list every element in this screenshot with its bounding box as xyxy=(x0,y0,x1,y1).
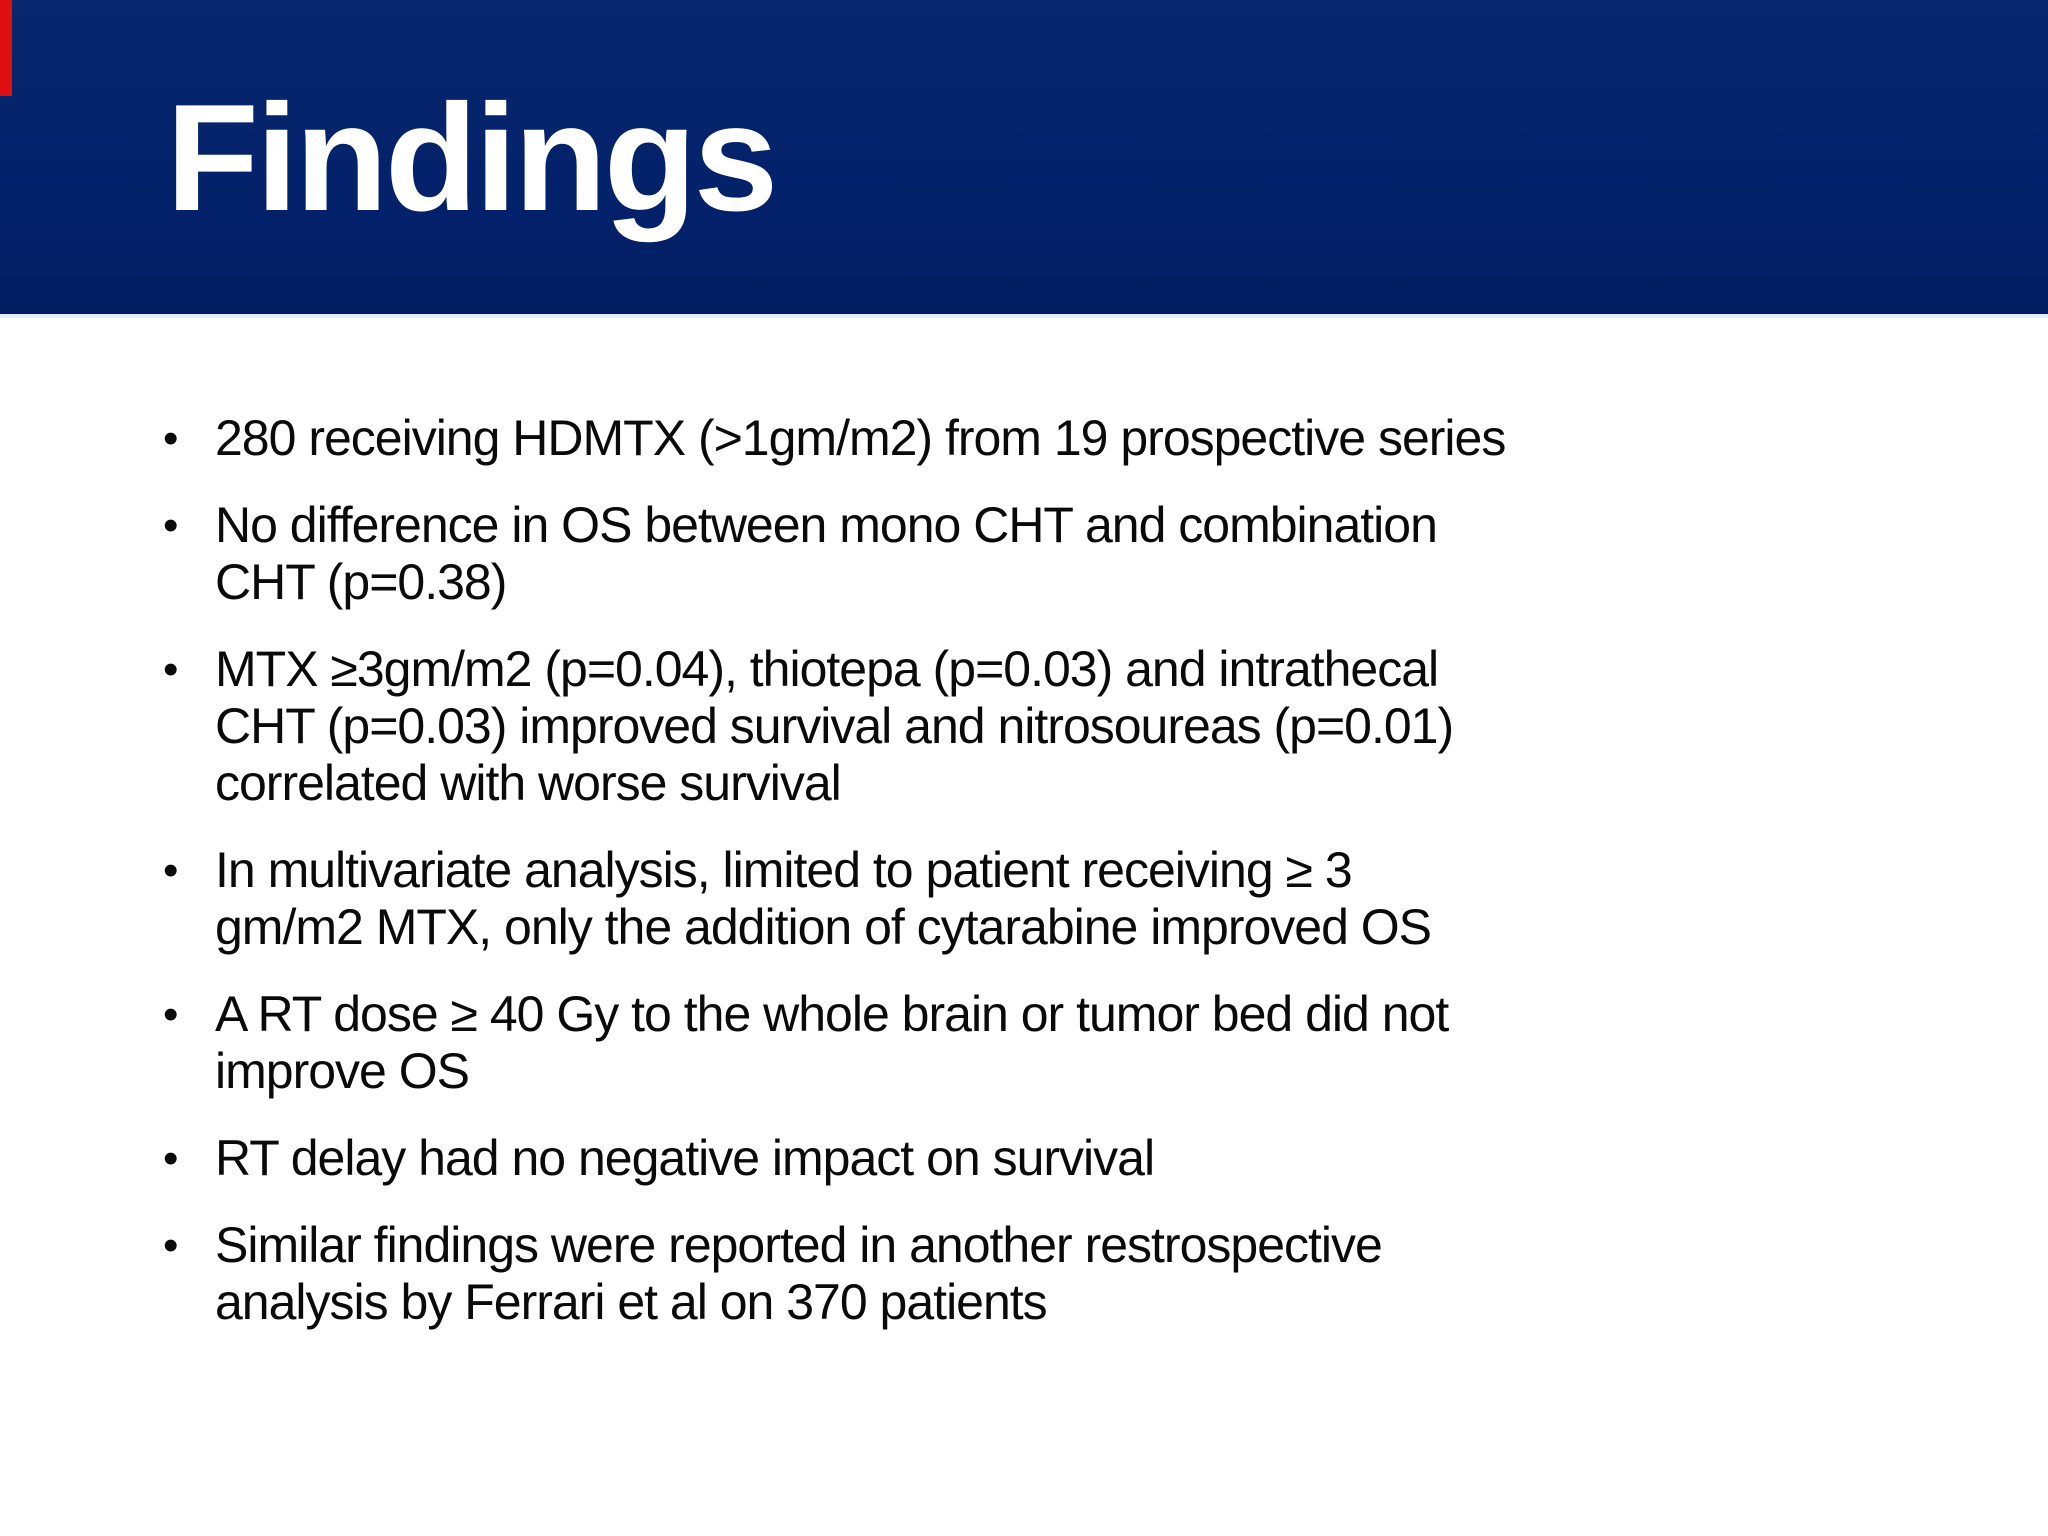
bullet-marker: • xyxy=(163,501,178,550)
bullet-text: A RT dose ≥ 40 Gy to the whole brain or … xyxy=(215,986,1449,1099)
header-bar: Findings xyxy=(0,0,2048,318)
bullet-marker: • xyxy=(163,1134,178,1183)
content-area: • 280 receiving HDMTX (>1gm/m2) from 19 … xyxy=(0,318,2048,1361)
bullet-marker: • xyxy=(163,990,178,1039)
bullet-item: • MTX ≥3gm/m2 (p=0.04), thiotepa (p=0.03… xyxy=(163,641,1988,812)
bullet-item: • RT delay had no negative impact on sur… xyxy=(163,1130,1988,1187)
bullet-item: • Similar findings were reported in anot… xyxy=(163,1217,1988,1331)
bullet-item: • A RT dose ≥ 40 Gy to the whole brain o… xyxy=(163,986,1988,1100)
bullet-text: No difference in OS between mono CHT and… xyxy=(215,497,1438,610)
bullet-item: • In multivariate analysis, limited to p… xyxy=(163,842,1988,956)
red-accent-strip xyxy=(0,0,12,96)
bullet-marker: • xyxy=(163,414,178,463)
bullet-text: 280 receiving HDMTX (>1gm/m2) from 19 pr… xyxy=(215,410,1506,466)
bullet-list: • 280 receiving HDMTX (>1gm/m2) from 19 … xyxy=(163,410,1988,1331)
bullet-item: • 280 receiving HDMTX (>1gm/m2) from 19 … xyxy=(163,410,1988,467)
bullet-text: Similar findings were reported in anothe… xyxy=(215,1217,1383,1330)
bullet-marker: • xyxy=(163,846,178,895)
bullet-text: MTX ≥3gm/m2 (p=0.04), thiotepa (p=0.03) … xyxy=(215,641,1454,811)
bullet-text: In multivariate analysis, limited to pat… xyxy=(215,842,1432,955)
bullet-marker: • xyxy=(163,1221,178,1270)
bullet-marker: • xyxy=(163,645,178,694)
bullet-item: • No difference in OS between mono CHT a… xyxy=(163,497,1988,611)
page-title: Findings xyxy=(166,73,778,243)
bullet-text: RT delay had no negative impact on survi… xyxy=(215,1130,1155,1186)
